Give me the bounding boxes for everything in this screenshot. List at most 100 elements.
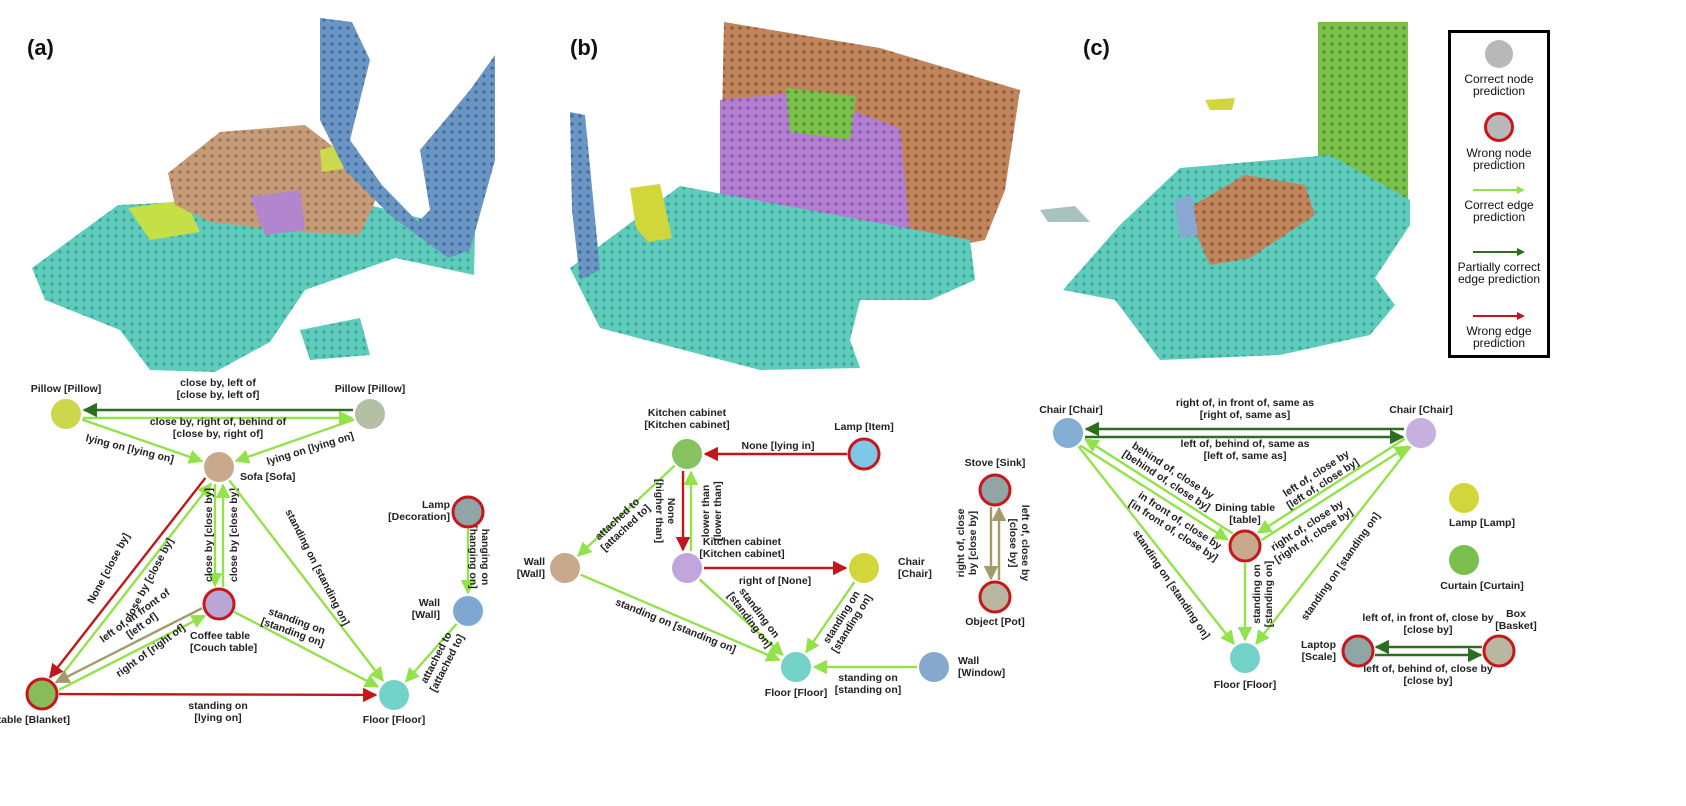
edge-b-chair-to-floor — [805, 581, 856, 654]
node-a-couch — [25, 677, 59, 711]
node-c-box — [1482, 634, 1516, 668]
point-cloud-c — [1040, 22, 1410, 360]
edge-label-line: [left of, same as] — [1204, 450, 1287, 462]
legend-wrong-edge-label: Wrong edge prediction — [1466, 324, 1532, 350]
node-label-line: Lamp [Item] — [834, 421, 894, 433]
edge-label-line: standing on — [1251, 564, 1263, 624]
edge-b-kc2-to-floor — [698, 578, 784, 656]
node-label-line: [Wall] — [517, 568, 545, 580]
node-label-b-floor: Floor [Floor] — [765, 687, 827, 699]
edge-c-chair2-to-floor — [1255, 445, 1412, 645]
node-label-line: Floor [Floor] — [765, 687, 827, 699]
node-label-line: Kitchen cabinet — [648, 407, 727, 419]
node-label-line: Object [Pot] — [965, 616, 1025, 628]
edge-label-line: [close by] — [1007, 518, 1019, 567]
node-label-line: Chair — [898, 556, 925, 568]
edge-label-a-couch-to-floor: standing on [lying on] — [188, 700, 248, 724]
edge-label-b-kc1-to-wall: attached to[attached to] — [590, 493, 652, 554]
node-label-line: Wall — [419, 597, 440, 609]
node-label-line: [Decoration] — [388, 511, 450, 523]
edge-label-line: [lower than] — [712, 481, 724, 541]
correct-node-icon — [1485, 40, 1513, 68]
legend-correct-node: Correct node prediction — [1451, 39, 1547, 97]
edge-label-line: None — [665, 498, 677, 524]
edge-label-line: standing on — [838, 672, 898, 684]
edge-label-a-coffee-to-sofa: close by [close by] — [228, 488, 240, 582]
node-label-line: Sofa [Sofa] — [240, 471, 295, 483]
edge-c-chair1-to-floor — [1077, 445, 1235, 645]
node-label-line: Pillow [Pillow] — [31, 383, 102, 395]
legend: Correct node prediction Wrong node predi… — [1448, 30, 1550, 358]
edge-label-line: [close by] — [1403, 624, 1452, 636]
edge-b-kc1-to-wall — [577, 464, 676, 557]
node-label-a-couch: Couch table [Blanket] — [0, 714, 70, 726]
legend-wrong-node: Wrong node prediction — [1451, 111, 1547, 171]
edge-label-b-kc2-to-chair: right of [None] — [739, 575, 811, 587]
edge-a-coffee-to-floor — [233, 610, 380, 688]
correct-edge-arrow-icon — [1473, 186, 1525, 194]
legend-partial-edge-label: Partially correct edge prediction — [1457, 260, 1541, 286]
node-label-b-object: Object [Pot] — [965, 616, 1025, 628]
node-label-c-table: Dining table [table] — [1215, 502, 1275, 526]
edge-a-wall-to-floor — [404, 622, 458, 683]
node-label-c-chair1: Chair [Chair] — [1039, 404, 1103, 416]
edge-label-line: left of, close by — [1019, 505, 1031, 582]
node-label-b-wall: Wall [Wall] — [517, 556, 545, 580]
edge-label-a-sofa-to-floor: standing on [standing on] — [283, 507, 352, 627]
edge-label-line: [standing on] — [835, 684, 902, 696]
node-label-line: Lamp [Lamp] — [1449, 517, 1515, 529]
node-a-wall — [453, 596, 483, 626]
edge-a-couch-to-sofa — [54, 482, 213, 684]
node-label-c-curtain: Curtain [Curtain] — [1440, 580, 1523, 592]
edge-label-line: [close by, left of] — [177, 389, 260, 401]
edge-label-line: None [lying in] — [742, 440, 815, 452]
edge-label-line: left of, behind of, close by — [1363, 663, 1493, 675]
scene-graph-c: right of, in front of, same as [right of,… — [1039, 397, 1537, 691]
node-label-b-chair: Chair [Chair] — [898, 556, 932, 580]
node-label-line: Box — [1506, 608, 1526, 620]
node-label-line: [Basket] — [1495, 620, 1536, 632]
node-label-a-floor: Floor [Floor] — [363, 714, 425, 726]
edge-label-line: hanging on — [479, 529, 491, 586]
edge-c-table-to-chair2 — [1260, 445, 1410, 542]
node-label-a-wall: Wall [Wall] — [412, 597, 440, 621]
node-b-wall2 — [919, 652, 949, 682]
edge-a-coffee-to-couch — [54, 607, 203, 684]
node-a-sofa — [204, 452, 234, 482]
node-label-line: Wall — [524, 556, 545, 568]
node-label-a-pillow1: Pillow [Pillow] — [31, 383, 102, 395]
panel-label-a: (a) — [27, 35, 54, 60]
node-label-b-stove: Stove [Sink] — [965, 457, 1026, 469]
panel-label-b: (b) — [570, 35, 598, 60]
edge-label-line: [hanging on] — [467, 525, 479, 589]
node-label-line: Floor [Floor] — [363, 714, 425, 726]
edge-label-line: [lying on] — [194, 712, 241, 724]
edge-label-line: by [close by] — [967, 511, 979, 575]
node-label-line: [Wall] — [412, 609, 440, 621]
node-label-line: [Chair] — [898, 568, 932, 580]
node-label-b-kc1: Kitchen cabinet [Kitchen cabinet] — [644, 407, 729, 431]
node-label-line: Chair [Chair] — [1039, 404, 1103, 416]
node-a-pillow2 — [355, 399, 385, 429]
partial-edge-arrow-icon — [1473, 248, 1525, 256]
edge-label-c-box-to-laptop: left of, behind of, close by [close by] — [1363, 663, 1493, 687]
point-cloud-b — [570, 22, 1020, 370]
edge-label-c-laptop-to-box: left of, in front of, close by [close by] — [1362, 612, 1493, 636]
node-label-b-lamp: Lamp [Item] — [834, 421, 894, 433]
scene-graph-a: close by, left of [close by, left of]clos… — [0, 377, 491, 726]
node-label-c-box: Box [Basket] — [1495, 608, 1536, 632]
node-label-line: [Window] — [958, 667, 1005, 679]
node-a-lamp — [451, 495, 485, 529]
node-c-chair2 — [1406, 418, 1436, 448]
edge-a-sofa-to-floor — [228, 479, 384, 682]
node-label-c-laptop: Laptop [Scale] — [1301, 639, 1336, 663]
node-b-wall — [550, 553, 580, 583]
edge-a-couch-to-floor — [58, 687, 378, 703]
node-c-chair1 — [1053, 418, 1083, 448]
legend-partial-edge: Partially correct edge prediction — [1451, 247, 1547, 285]
edge-label-b-wall-to-floor: standing on [standing on] — [614, 596, 738, 655]
edge-label-a-sofa-to-coffee: close by [close by] — [203, 488, 215, 582]
node-b-chair — [849, 553, 879, 583]
edge-label-line: [standing on] — [1263, 561, 1275, 628]
edge-label-c-table-to-floor: standing on[standing on] — [1251, 561, 1275, 628]
